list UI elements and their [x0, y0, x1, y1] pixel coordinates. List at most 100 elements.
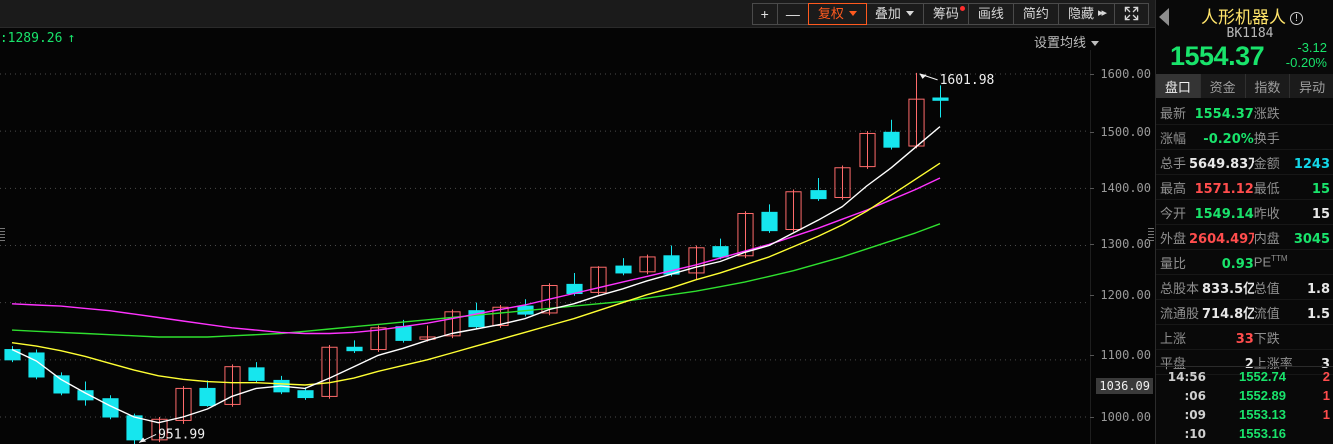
ma-readout: 0:1289.26 ↑ — [0, 31, 75, 46]
quote-stat-value: 1.5 — [1306, 306, 1330, 322]
draw-button[interactable]: 画线 — [969, 3, 1014, 24]
quote-stat-cell: 换手 — [1254, 128, 1330, 147]
price-axis-label: 1100.00 — [1100, 348, 1151, 362]
quote-stat-cell: 总股本 833.5亿 — [1160, 278, 1254, 297]
quote-stat-value: 2604.49万 — [1189, 231, 1254, 247]
chips-button[interactable]: 筹码 — [924, 3, 969, 24]
quote-stat-key: 总值 — [1253, 280, 1280, 296]
quote-stat-key: 最低 — [1253, 180, 1280, 196]
adjust-price-button[interactable]: 复权 — [807, 2, 867, 25]
quote-stat-cell: 流值 1.5 — [1254, 303, 1330, 322]
ttm-superscript: TTM — [1271, 254, 1288, 264]
candlestick-plot[interactable]: 1601.98 951.99 — [0, 50, 1090, 444]
set-ma-button[interactable]: 设置均线 — [1034, 32, 1099, 51]
tick-volume: 2 — [1322, 369, 1330, 384]
quote-stat-value: 15 — [1311, 206, 1330, 222]
toolbar-button-group: + — 复权 叠加 筹码 画线 简约 隐藏 ▸▸ — [751, 2, 1149, 25]
quote-stat-cell: 下跌 — [1254, 328, 1330, 347]
quote-stat-value: 5649.83万 — [1189, 156, 1254, 172]
price-axis-label: 1400.00 — [1100, 181, 1151, 195]
quote-stat-row: 量比 0.93 PETTM — [1156, 250, 1333, 275]
price-axis-cursor-label: 1036.09 — [1096, 378, 1153, 394]
adjust-price-label: 复权 — [817, 6, 844, 21]
quote-stat-key: 量比 — [1160, 255, 1187, 271]
tick-row: :06 1552.89 1 — [1156, 386, 1333, 405]
quote-price: 1554.37 — [1170, 41, 1265, 71]
quote-stat-row: 最高 1571.12 最低 15 — [1156, 175, 1333, 200]
up-arrow-icon: ↑ — [67, 31, 76, 46]
quote-stat-key: 涨跌 — [1253, 105, 1280, 121]
quote-stat-value: 33 — [1235, 331, 1254, 347]
fullscreen-button[interactable] — [1115, 4, 1148, 24]
quote-tabs: 盘口 资金 指数 异动 — [1156, 74, 1333, 98]
tick-time: 14:56 — [1167, 369, 1206, 384]
info-icon[interactable]: ! — [1290, 12, 1303, 25]
ma-readout-value: 0:1289.26 — [0, 31, 63, 46]
tick-price: 1553.13 — [1239, 407, 1286, 422]
quote-stat-value: 0.93 — [1221, 256, 1254, 272]
price-axis-tick — [1090, 132, 1094, 133]
quote-stat-key: 最新 — [1160, 105, 1187, 121]
collapse-panel-icon[interactable] — [1159, 8, 1169, 26]
quote-tab-2[interactable]: 指数 — [1246, 74, 1291, 98]
quote-stat-cell: 昨收 15 — [1254, 203, 1330, 222]
quote-tab-0[interactable]: 盘口 — [1156, 74, 1201, 98]
axis-divider — [1090, 50, 1091, 444]
quote-stat-cell: 最高 1571.12 — [1160, 178, 1254, 197]
plot-svg: 1601.98 951.99 — [0, 72, 1090, 444]
quote-stat-key: 内盘 — [1253, 230, 1280, 246]
scroll-grip-left[interactable] — [0, 228, 5, 242]
quote-tab-1[interactable]: 资金 — [1201, 74, 1246, 98]
quote-name: 人形机器人! — [1156, 3, 1333, 28]
quote-stat-key: 昨收 — [1253, 205, 1280, 221]
set-ma-label: 设置均线 — [1033, 35, 1086, 50]
quote-stat-row: 总股本 833.5亿 总值 1.8 — [1156, 275, 1333, 300]
quote-code: BK1184 — [1226, 26, 1274, 41]
hide-button[interactable]: 隐藏 ▸▸ — [1059, 3, 1115, 24]
quote-stat-cell: 流通股 714.8亿 — [1160, 303, 1254, 322]
quote-stat-key: 最高 — [1160, 180, 1187, 196]
high-annotation: 1601.98 — [940, 73, 995, 88]
zoom-out-button[interactable]: — — [778, 3, 809, 24]
overlay-button[interactable]: 叠加 — [866, 3, 924, 24]
double-chevron-right-icon: ▸▸ — [1097, 7, 1107, 19]
quote-change-pct: -0.20% — [1285, 55, 1327, 70]
quote-stat-value: 1.8 — [1306, 281, 1330, 297]
quote-stat-key: 总手 — [1160, 155, 1187, 171]
quote-stat-cell: 总值 1.8 — [1254, 278, 1330, 297]
hide-label: 隐藏 — [1067, 6, 1094, 21]
quote-tab-3[interactable]: 异动 — [1299, 79, 1326, 95]
chart-top-info: 0:1289.26 ↑ 设置均线 — [0, 28, 1155, 50]
chevron-down-icon — [905, 11, 914, 16]
quote-stat-cell: 内盘 3045 — [1254, 228, 1330, 247]
quote-stat-value: 833.5亿 — [1202, 281, 1254, 297]
quote-stat-key: 下跌 — [1253, 330, 1280, 346]
tick-row: 14:56 1552.74 2 — [1156, 367, 1333, 386]
quote-stat-cell: 量比 0.93 — [1160, 253, 1254, 272]
quote-stat-cell: 最新 1554.37 — [1160, 103, 1254, 122]
chevron-down-icon — [848, 11, 857, 16]
overlay-label: 叠加 — [874, 6, 901, 21]
tick-volume: 1 — [1322, 388, 1330, 403]
quote-stat-key: 上涨 — [1160, 330, 1187, 346]
scroll-grip-right[interactable] — [1148, 228, 1154, 242]
quote-stat-value: 1554.37 — [1194, 106, 1254, 122]
quote-stat-cell: 最低 15 — [1254, 178, 1330, 197]
price-axis-tick — [1090, 188, 1094, 189]
price-axis-tick — [1090, 74, 1094, 75]
quote-stat-cell: 今开 1549.14 — [1160, 203, 1254, 222]
zoom-in-button[interactable]: + — [753, 3, 778, 24]
low-annotation: 951.99 — [158, 427, 205, 442]
quote-change-abs: -3.12 — [1297, 40, 1327, 55]
quote-stat-value: 714.8亿 — [1202, 306, 1254, 322]
simple-mode-button[interactable]: 简约 — [1014, 3, 1059, 24]
quote-stat-key: 今开 — [1160, 205, 1187, 221]
price-axis-label: 1600.00 — [1100, 67, 1151, 81]
chevron-down-icon — [1091, 41, 1099, 47]
